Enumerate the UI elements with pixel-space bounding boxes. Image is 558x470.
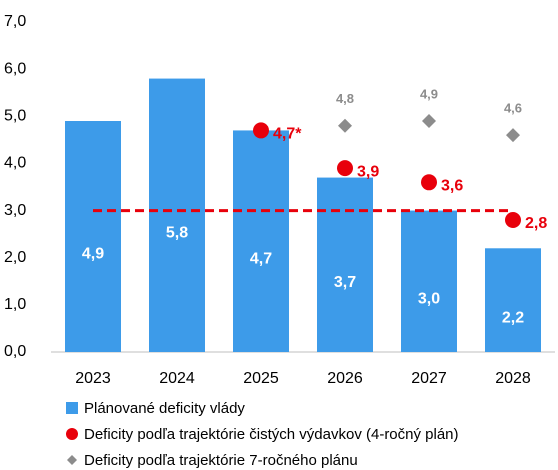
y-tick-label: 6,0 bbox=[4, 60, 26, 77]
x-tick-label: 2024 bbox=[159, 370, 195, 387]
x-tick-label: 2028 bbox=[495, 370, 531, 387]
legend-label: Deficity podľa trajektórie čistých výdav… bbox=[84, 426, 459, 443]
circle-label: 2,8 bbox=[525, 215, 547, 232]
legend-marker bbox=[66, 428, 78, 440]
x-tick-label: 2026 bbox=[327, 370, 363, 387]
bar bbox=[401, 210, 457, 352]
diamond-marker bbox=[506, 128, 520, 143]
bar-label: 2,2 bbox=[502, 309, 524, 326]
diamond-label: 4,9 bbox=[420, 86, 438, 101]
bar-label: 3,0 bbox=[418, 291, 440, 308]
legend-marker bbox=[66, 402, 78, 414]
bar bbox=[317, 177, 373, 352]
x-tick-label: 2025 bbox=[243, 370, 279, 387]
y-tick-label: 0,0 bbox=[4, 343, 26, 360]
bar bbox=[485, 248, 541, 352]
bar-label: 5,8 bbox=[166, 225, 188, 242]
legend-marker bbox=[67, 455, 77, 465]
y-tick-label: 1,0 bbox=[4, 296, 26, 313]
circle-marker bbox=[505, 212, 521, 228]
diamond-marker bbox=[338, 118, 352, 133]
diamond-marker bbox=[422, 114, 436, 128]
y-tick-label: 5,0 bbox=[4, 108, 26, 125]
bar-label: 4,7 bbox=[250, 250, 272, 267]
bar-label: 3,7 bbox=[334, 274, 356, 291]
y-tick-label: 2,0 bbox=[4, 249, 26, 266]
circle-label: 3,6 bbox=[441, 178, 463, 195]
bar bbox=[233, 130, 289, 352]
bar bbox=[65, 121, 121, 352]
x-tick-label: 2023 bbox=[75, 370, 111, 387]
legend-label: Deficity podľa trajektórie 7-ročného plá… bbox=[84, 452, 358, 469]
circle-marker bbox=[337, 160, 353, 177]
y-tick-label: 4,0 bbox=[4, 155, 26, 172]
diamond-label: 4,8 bbox=[336, 91, 354, 106]
bar bbox=[149, 78, 205, 353]
circle-label: 4,7* bbox=[273, 126, 302, 143]
diamond-label: 4,6 bbox=[504, 101, 522, 116]
circle-marker bbox=[253, 122, 269, 139]
bar-label: 4,9 bbox=[82, 246, 104, 263]
circle-label: 3,9 bbox=[357, 163, 379, 180]
legend-label: Plánované deficity vlády bbox=[84, 400, 245, 417]
circle-marker bbox=[421, 174, 437, 191]
y-tick-label: 7,0 bbox=[4, 13, 26, 30]
y-tick-label: 3,0 bbox=[4, 202, 26, 219]
x-tick-label: 2027 bbox=[411, 370, 447, 387]
